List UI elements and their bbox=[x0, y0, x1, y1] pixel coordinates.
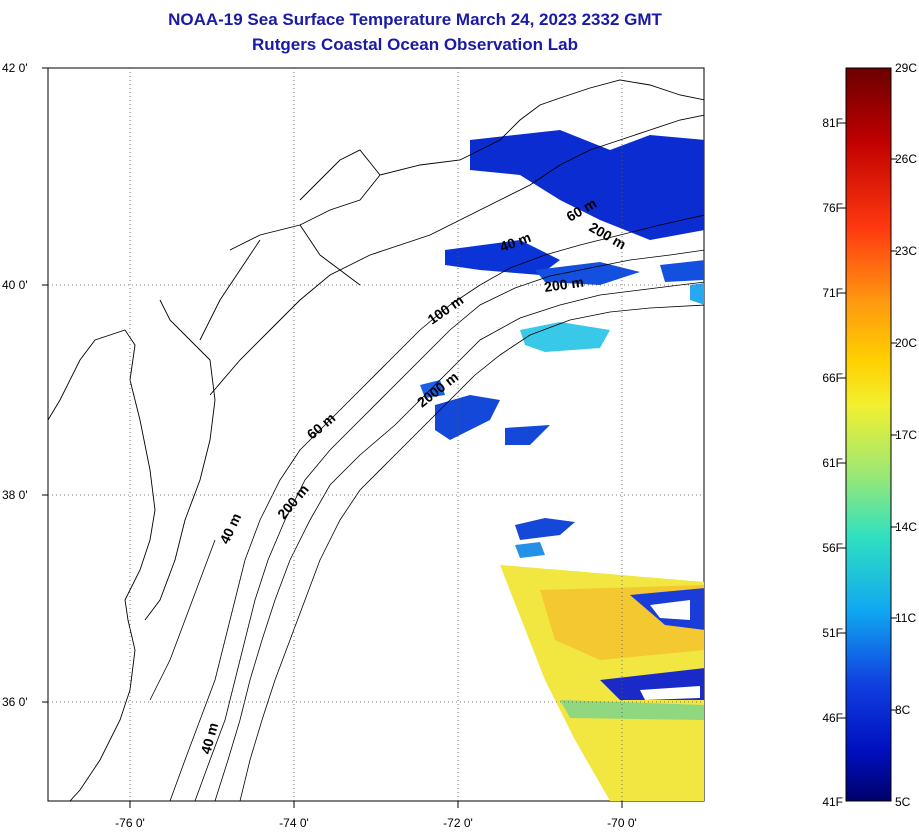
colorbar-f-label: 46F bbox=[822, 711, 843, 725]
contour-label: 40 m bbox=[197, 721, 221, 756]
graticule bbox=[48, 68, 704, 801]
colorbar-f-label: 41F bbox=[822, 795, 843, 809]
colorbar-c-label: 5C bbox=[895, 795, 911, 809]
colorbar-c-label: 26C bbox=[895, 152, 918, 166]
colorbar-c-label: 14C bbox=[895, 520, 918, 534]
lat-label: 42 0' bbox=[2, 61, 28, 75]
colorbar-c-label: 8C bbox=[895, 703, 911, 717]
map-title: NOAA-19 Sea Surface Temperature March 24… bbox=[168, 10, 662, 29]
colorbar-f-label: 81F bbox=[822, 116, 843, 130]
lon-label: -70 0' bbox=[607, 816, 637, 830]
colorbar-f-label: 66F bbox=[822, 371, 843, 385]
lon-label: -74 0' bbox=[279, 816, 309, 830]
map-subtitle: Rutgers Coastal Ocean Observation Lab bbox=[252, 35, 578, 54]
colorbar-c-label: 17C bbox=[895, 428, 918, 442]
colorbar bbox=[845, 67, 892, 802]
lat-label: 40 0' bbox=[2, 278, 28, 292]
sst-data-layer bbox=[420, 130, 704, 801]
coastline bbox=[48, 79, 704, 801]
colorbar-f-label: 71F bbox=[822, 286, 843, 300]
colorbar-f-label: 56F bbox=[822, 541, 843, 555]
contour-label: 200 m bbox=[543, 274, 585, 295]
colorbar-f-label: 76F bbox=[822, 201, 843, 215]
lat-label: 38 0' bbox=[2, 488, 28, 502]
bathymetry-contours bbox=[149, 214, 704, 801]
colorbar-ticks bbox=[840, 122, 897, 719]
axis-ticks bbox=[42, 67, 623, 808]
colorbar-c-label: 29C bbox=[895, 61, 918, 75]
colorbar-c-label: 23C bbox=[895, 244, 918, 258]
colorbar-c-label: 20C bbox=[895, 336, 918, 350]
lon-label: -76 0' bbox=[115, 816, 145, 830]
lat-label: 36 0' bbox=[2, 695, 28, 709]
lon-label: -72 0' bbox=[443, 816, 473, 830]
colorbar-c-label: 11C bbox=[895, 611, 917, 625]
colorbar-f-label: 61F bbox=[822, 456, 843, 470]
colorbar-f-label: 51F bbox=[822, 626, 843, 640]
